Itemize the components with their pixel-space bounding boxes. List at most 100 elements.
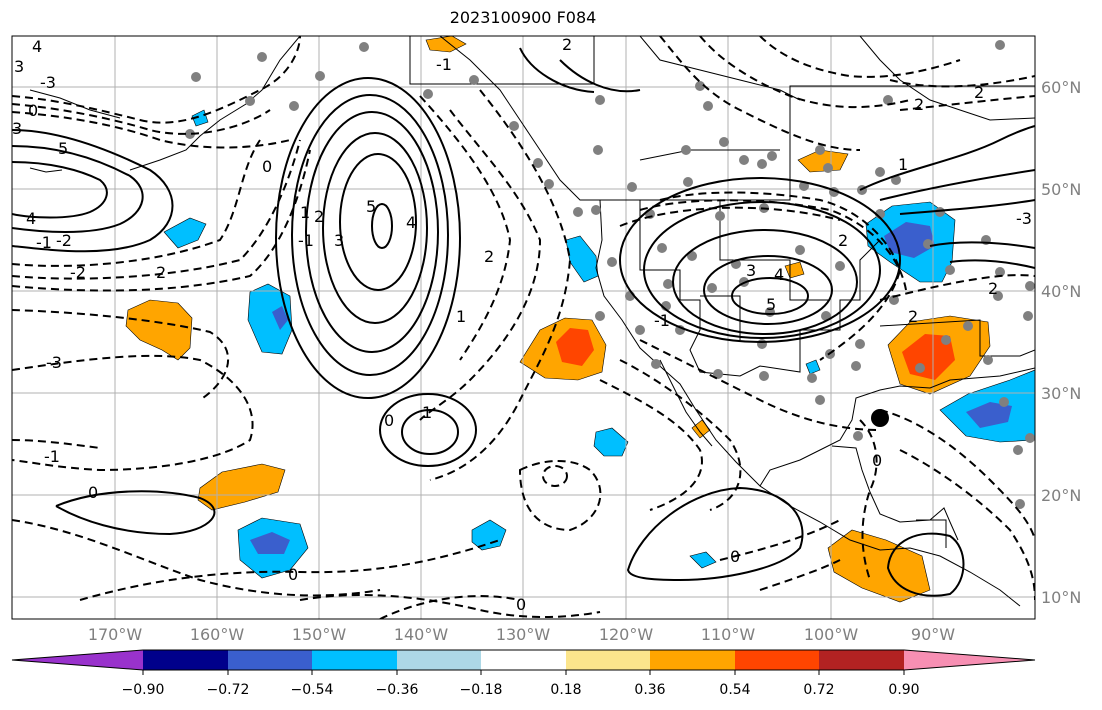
colorbar-tick-label: −0.18: [460, 682, 503, 698]
contour-label: -3: [46, 353, 62, 372]
contour-label: 3: [14, 57, 24, 76]
contour-label: 0: [88, 483, 98, 502]
contour-label: -2: [70, 263, 86, 282]
lat-label: 10°N: [1041, 588, 1081, 607]
contour-label: 2: [314, 207, 324, 226]
contour-label: 4: [774, 265, 784, 284]
shade-blue-region: [593, 427, 629, 457]
shade-orange-region: [425, 36, 467, 53]
contour-label: 3: [12, 119, 22, 138]
lat-label: 30°N: [1041, 384, 1081, 403]
station-markers: [185, 40, 1035, 509]
contour-label: 2: [908, 307, 918, 326]
contour-label: 2: [484, 247, 494, 266]
shade-darkblue-region: [966, 402, 1012, 428]
colorbar-tick-label: −0.90: [122, 682, 165, 698]
lon-label: 110°W: [701, 625, 756, 644]
colorbar: −0.90 −0.72 −0.54 −0.36 −0.18 0.18 0.36 …: [11, 649, 1036, 698]
contour-label: 0: [516, 595, 526, 614]
shade-red-region: [556, 328, 594, 366]
contour-label: 3: [334, 231, 344, 250]
contour-label: -3: [1016, 209, 1032, 228]
contour-label: 2: [988, 279, 998, 298]
colorbar-tick-label: 0.90: [888, 682, 919, 698]
colorbar-segment: [397, 650, 481, 670]
shade-blue-region: [805, 359, 821, 375]
colorbar-tick-label: 0.18: [550, 682, 581, 698]
colorbar-tick-label: 0.36: [634, 682, 665, 698]
colorbar-segment: [819, 650, 904, 670]
colorbar-segment: [143, 650, 228, 670]
contour-label: 1: [456, 307, 466, 326]
negative-contours: [12, 36, 1035, 619]
contour-label: 0: [28, 101, 38, 120]
positive-contours: [12, 47, 1035, 597]
lon-label: 100°W: [804, 625, 859, 644]
lon-label: 130°W: [496, 625, 551, 644]
contour-label: 2: [156, 263, 166, 282]
colorbar-segment: [481, 650, 566, 670]
colorbar-tick-label: 0.54: [719, 682, 750, 698]
contour-label: 1: [898, 155, 908, 174]
contour-label: 2: [974, 83, 984, 102]
contour-label: 0: [288, 565, 298, 584]
contour-label: 5: [766, 295, 776, 314]
colorbar-tick-label: 0.72: [803, 682, 834, 698]
contour-label: 3: [746, 261, 756, 280]
contour-label: 1: [300, 203, 310, 222]
shade-orange-region: [125, 299, 193, 361]
colorbar-tick-label: −0.36: [376, 682, 419, 698]
contour-label: 4: [26, 209, 36, 228]
colorbar-tick-label: −0.72: [207, 682, 250, 698]
contour-label: -3: [40, 73, 56, 92]
lon-label: 120°W: [599, 625, 654, 644]
colorbar-segment: [228, 650, 312, 670]
lat-label: 60°N: [1041, 78, 1081, 97]
center-marker: [871, 409, 889, 427]
shade-darkblue-region: [884, 222, 935, 258]
contour-label: -1: [36, 233, 52, 252]
map-frame: [11, 35, 1036, 620]
lon-label: 90°W: [911, 625, 955, 644]
contour-label: 1: [422, 403, 432, 422]
shade-blue-region: [471, 519, 507, 551]
lon-label: 140°W: [394, 625, 449, 644]
colorbar-segment: [12, 650, 143, 670]
longitude-labels: 170°W 160°W 150°W 140°W 130°W 120°W 110°…: [88, 625, 955, 644]
contour-label: 4: [32, 37, 42, 56]
contour-label: -1: [44, 447, 60, 466]
contour-label: 0: [872, 451, 882, 470]
shade-blue-region: [689, 551, 717, 569]
coastlines: [29, 36, 1035, 607]
lat-label: 20°N: [1041, 486, 1081, 505]
latitude-labels: 60°N 50°N 40°N 30°N 20°N 10°N: [1041, 78, 1081, 607]
contour-label: 0: [262, 157, 272, 176]
contour-label: 5: [366, 197, 376, 216]
contour-label: 2: [914, 95, 924, 114]
shade-darkblue-region: [250, 532, 290, 554]
lat-label: 40°N: [1041, 282, 1081, 301]
colorbar-segment: [650, 650, 735, 670]
contour-label: 4: [406, 213, 416, 232]
colorbar-segment: [566, 650, 650, 670]
colorbar-segment: [735, 650, 819, 670]
contour-label: -2: [56, 231, 72, 250]
colorbar-tick-label: −0.54: [291, 682, 334, 698]
contour-label: 5: [58, 139, 68, 158]
contour-label: 0: [730, 547, 740, 566]
lon-label: 150°W: [292, 625, 347, 644]
lat-label: 50°N: [1041, 180, 1081, 199]
contour-label: 2: [838, 231, 848, 250]
contour-labels: 4 3 0 -3 3 5 4 -1 -2 -2 2 -3 -1 0 5 4 3 …: [12, 35, 1032, 614]
lon-label: 170°W: [88, 625, 143, 644]
shade-darkblue-region: [272, 306, 288, 330]
colorbar-segment: [312, 650, 397, 670]
shade-blue-region: [247, 283, 293, 355]
map-title: 2023100900 F084: [449, 8, 597, 27]
contour-label: 0: [384, 411, 394, 430]
contour-label: -1: [654, 311, 670, 330]
shade-blue-region: [163, 217, 207, 249]
contour-label: -1: [298, 231, 314, 250]
shade-orange-region: [197, 463, 286, 511]
